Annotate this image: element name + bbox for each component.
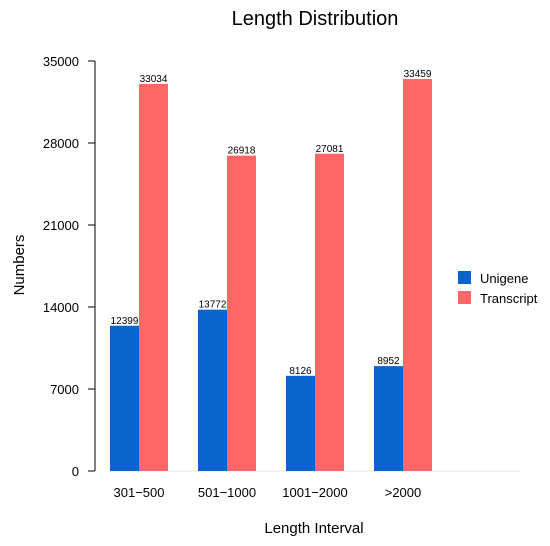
y-axis: 0 7000 14000 21000 28000 35000 — [43, 54, 96, 479]
legend-label: Transcript — [480, 291, 538, 306]
data-label: 8952 — [377, 356, 400, 367]
data-label: 13772 — [199, 300, 227, 311]
y-tick-label: 28000 — [43, 136, 79, 151]
bar-unigene — [110, 325, 139, 471]
x-axis: 301−500 501−1000 1001−2000 >2000 — [110, 470, 520, 500]
y-tick-label: 35000 — [43, 54, 79, 69]
y-tick-label: 7000 — [50, 382, 79, 397]
data-labels: 12399 13772 8126 8952 33034 26918 27081 33459 — [111, 69, 432, 377]
bar-transcript — [227, 155, 256, 471]
data-label: 27081 — [316, 144, 344, 155]
bar-unigene — [198, 309, 227, 471]
legend-swatch — [458, 271, 471, 284]
bar-transcript — [403, 79, 432, 472]
y-tick-label: 0 — [72, 464, 79, 479]
data-label: 26918 — [228, 146, 256, 157]
legend-swatch — [458, 291, 471, 304]
x-tick-label: >2000 — [385, 485, 422, 500]
x-tick-label: 1001−2000 — [282, 485, 347, 500]
chart-title: Length Distribution — [232, 8, 399, 30]
data-label: 8126 — [289, 366, 312, 377]
bar-transcript — [139, 84, 168, 472]
data-label: 33459 — [404, 69, 432, 80]
bars — [110, 79, 432, 472]
data-label: 33034 — [140, 74, 168, 85]
y-axis-label: Numbers — [11, 235, 28, 296]
bar-transcript — [315, 153, 344, 471]
y-tick-label: 21000 — [43, 218, 79, 233]
y-tick-label: 14000 — [43, 300, 79, 315]
x-axis-label: Length Interval — [264, 520, 363, 537]
data-label: 12399 — [111, 316, 139, 327]
bar-unigene — [374, 366, 403, 471]
x-tick-label: 501−1000 — [198, 485, 256, 500]
x-tick-label: 301−500 — [114, 485, 165, 500]
legend: Unigene Transcript — [458, 271, 538, 306]
legend-label: Unigene — [480, 271, 528, 286]
bar-unigene — [286, 375, 315, 471]
